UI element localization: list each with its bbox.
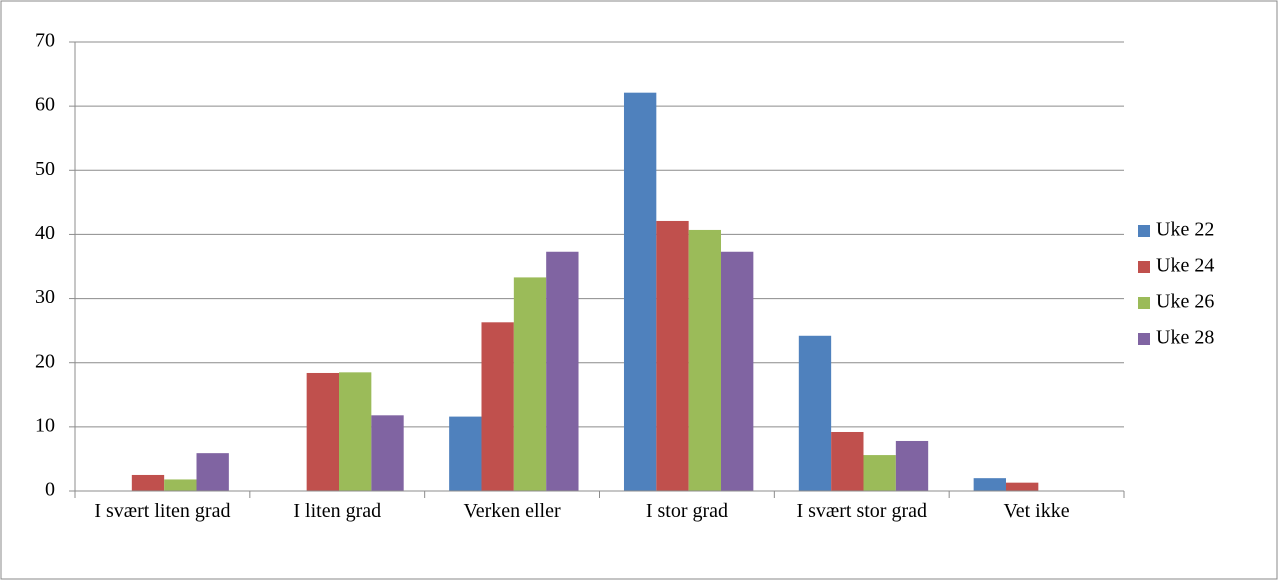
legend-swatch — [1138, 297, 1150, 309]
y-tick-label: 20 — [35, 350, 55, 372]
x-tick-label: I svært liten grad — [94, 500, 231, 522]
y-tick-label: 10 — [35, 414, 55, 436]
bar — [1005, 482, 1039, 491]
bar — [513, 277, 547, 491]
bar — [973, 478, 1006, 491]
legend-swatch — [1138, 261, 1150, 273]
bar — [164, 479, 197, 491]
bar — [863, 455, 896, 491]
bar — [721, 251, 754, 491]
bar — [895, 440, 929, 491]
x-tick-label: Vet ikke — [1003, 500, 1070, 522]
legend-label: Uke 28 — [1156, 327, 1214, 349]
bar — [623, 92, 657, 492]
x-tick-label: I svært stor grad — [796, 500, 928, 522]
y-tick-label: 40 — [35, 222, 55, 244]
bar — [306, 372, 339, 491]
bar — [338, 372, 372, 491]
legend-label: Uke 22 — [1156, 219, 1214, 241]
bar — [196, 453, 229, 491]
bar — [546, 251, 579, 491]
legend-label: Uke 24 — [1156, 255, 1214, 277]
bar — [688, 229, 722, 491]
y-tick-label: 50 — [35, 158, 55, 180]
bar — [656, 220, 689, 492]
y-tick-label: 70 — [35, 30, 55, 52]
legend-label: Uke 26 — [1156, 291, 1214, 313]
legend-swatch — [1138, 225, 1150, 237]
y-tick-label: 0 — [45, 479, 55, 501]
y-tick-label: 30 — [35, 286, 55, 308]
bar — [831, 431, 864, 491]
legend-swatch — [1138, 333, 1150, 345]
bar — [371, 415, 404, 491]
bar — [131, 474, 165, 491]
x-tick-label: I stor grad — [645, 500, 729, 522]
bar — [449, 416, 482, 491]
x-tick-label: I liten grad — [293, 500, 382, 522]
bar — [481, 322, 514, 491]
bar — [798, 335, 832, 491]
y-tick-label: 60 — [35, 94, 55, 116]
x-tick-label: Verken eller — [463, 500, 561, 522]
